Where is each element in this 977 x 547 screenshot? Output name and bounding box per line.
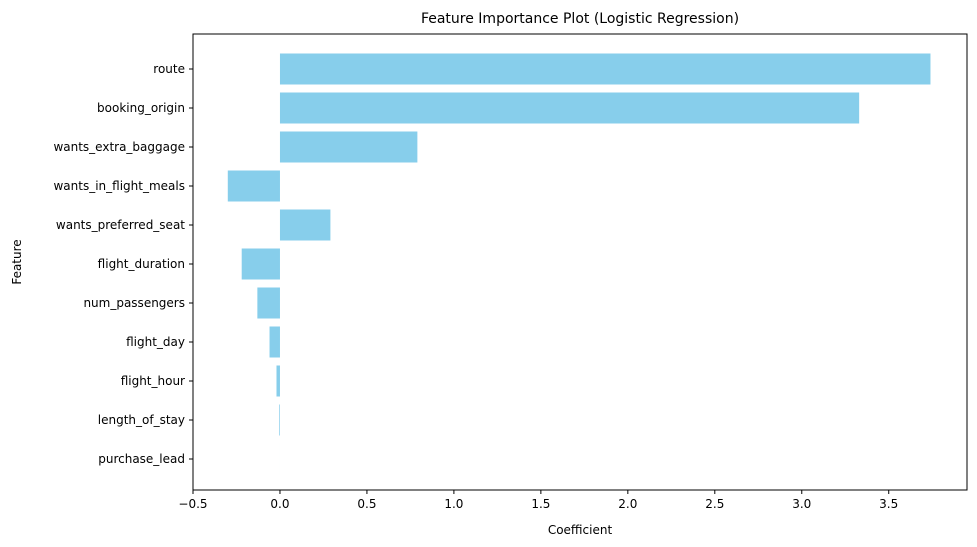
y-tick-label: wants_preferred_seat (56, 218, 185, 232)
y-tick-label: purchase_lead (98, 452, 185, 466)
plot-frame (192, 33, 968, 491)
x-tick-label: 3.5 (879, 497, 898, 511)
y-tick-label: booking_origin (97, 101, 185, 115)
y-tick-label: flight_duration (98, 257, 185, 271)
x-tick-label: 2.0 (618, 497, 637, 511)
bar-flight-hour (276, 365, 280, 397)
bar-flight-day (269, 326, 280, 358)
bar-num-passengers (257, 287, 280, 319)
y-tick-label: wants_extra_baggage (53, 140, 185, 154)
x-axis-title: Coefficient (548, 523, 613, 537)
bar-route (279, 53, 931, 85)
bar-wants-preferred-seat (279, 209, 331, 241)
y-axis-title: Feature (10, 239, 24, 284)
x-tick-label: 3.0 (792, 497, 811, 511)
bar-length-of-stay (279, 404, 280, 436)
x-tick-label: 2.5 (705, 497, 724, 511)
x-tick-label: 0.5 (357, 497, 376, 511)
y-tick-label: wants_in_flight_meals (53, 179, 185, 193)
x-tick-label: 1.0 (444, 497, 463, 511)
y-tick-label: flight_hour (121, 374, 185, 388)
y-tick-label: route (153, 62, 185, 76)
y-tick-label: num_passengers (83, 296, 185, 310)
y-tick-label: length_of_stay (98, 413, 185, 427)
x-tick-label: −0.5 (178, 497, 207, 511)
bars-group (227, 53, 931, 475)
y-axis-ticks: route booking_origin wants_extra_baggagewa… (53, 62, 193, 466)
bar-wants-in-flight-meals (227, 170, 280, 202)
x-tick-label: 1.5 (531, 497, 550, 511)
bar-wants-extra-baggage (279, 131, 418, 163)
x-axis-ticks: −0.5 0.0 0.5 1.0 1.5 2.0 2.5 3.0 3.5 (178, 490, 898, 511)
x-tick-label: 0.0 (270, 497, 289, 511)
bar-booking-origin (279, 92, 860, 124)
chart-title: Feature Importance Plot (Logistic Regres… (421, 11, 739, 27)
bar-flight-duration (241, 248, 280, 280)
y-tick-label: flight_day (126, 335, 185, 349)
